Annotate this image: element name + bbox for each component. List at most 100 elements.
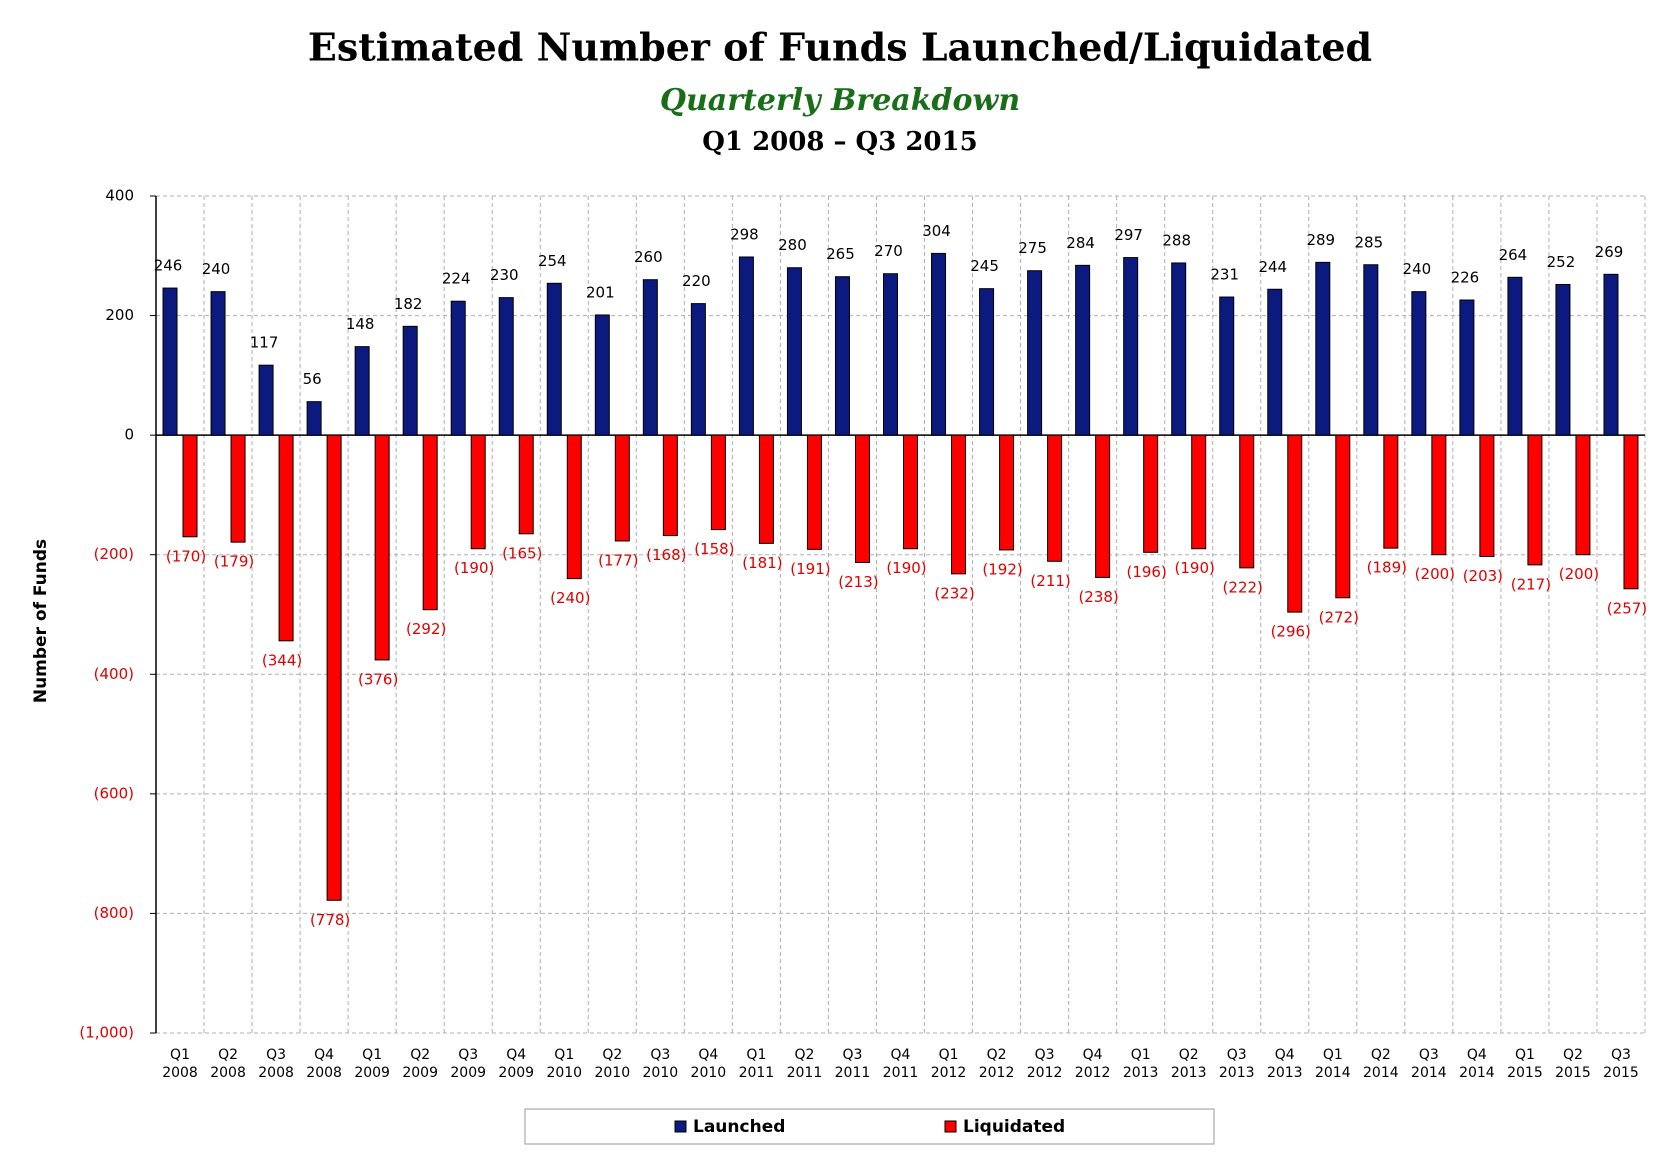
bar xyxy=(642,279,658,436)
x-tick-label: Q2 2011 xyxy=(787,1047,823,1081)
data-label: (189) xyxy=(1367,559,1407,577)
date-range: Q1 2008 – Q3 2015 xyxy=(702,127,977,157)
data-label: 240 xyxy=(1403,260,1432,278)
bar xyxy=(1335,434,1351,599)
data-label: 244 xyxy=(1258,258,1287,276)
y-tick-label: (1,000) xyxy=(79,1024,134,1042)
bar xyxy=(450,300,466,436)
bar xyxy=(834,276,850,436)
x-tick-label: Q3 2008 xyxy=(258,1047,294,1081)
data-label: (296) xyxy=(1271,623,1311,641)
bar xyxy=(710,434,726,531)
legend-swatch xyxy=(674,1120,687,1133)
bar xyxy=(258,364,274,436)
legend-box xyxy=(524,1108,1215,1145)
y-tick-label: (200) xyxy=(94,545,134,563)
data-label: (292) xyxy=(406,620,446,638)
data-label: (192) xyxy=(982,560,1022,578)
bar xyxy=(1287,434,1303,613)
data-label: 148 xyxy=(346,315,375,333)
data-label: 260 xyxy=(634,248,663,266)
x-tick-label: Q3 2012 xyxy=(1027,1047,1063,1081)
data-label: (272) xyxy=(1319,608,1359,626)
x-tick-label: Q3 2015 xyxy=(1603,1047,1639,1081)
bar xyxy=(278,434,294,642)
bar xyxy=(1123,257,1139,436)
data-label: 224 xyxy=(442,270,471,288)
bar xyxy=(738,256,754,436)
bar xyxy=(162,287,178,436)
data-label: (211) xyxy=(1030,572,1070,590)
legend-label: Launched xyxy=(693,1117,785,1137)
y-tick-label: 0 xyxy=(124,426,134,444)
data-label: 240 xyxy=(202,260,231,278)
x-tick-label: Q3 2013 xyxy=(1219,1047,1255,1081)
x-tick-label: Q3 2010 xyxy=(643,1047,679,1081)
x-tick-label: Q2 2010 xyxy=(594,1047,630,1081)
data-label: 254 xyxy=(538,252,567,270)
bar xyxy=(806,434,822,550)
data-label: (190) xyxy=(1175,559,1215,577)
bar xyxy=(662,434,678,537)
bar xyxy=(594,314,610,436)
bar xyxy=(518,434,534,535)
x-tick-label: Q4 2008 xyxy=(306,1047,342,1081)
data-label: (168) xyxy=(646,546,686,564)
x-tick-label: Q2 2013 xyxy=(1171,1047,1207,1081)
bar xyxy=(1507,276,1523,436)
data-label: 270 xyxy=(874,242,903,260)
data-label: 288 xyxy=(1162,231,1191,249)
data-label: (203) xyxy=(1463,567,1503,585)
x-tick-label: Q1 2012 xyxy=(931,1047,967,1081)
data-label: (158) xyxy=(694,540,734,558)
bar xyxy=(979,288,995,436)
data-label: (190) xyxy=(886,559,926,577)
bar xyxy=(1075,264,1091,436)
bar xyxy=(614,434,630,542)
data-label: 246 xyxy=(154,257,183,275)
bar xyxy=(903,434,918,550)
bar xyxy=(786,267,802,436)
bar xyxy=(1027,270,1043,436)
bar xyxy=(422,434,438,611)
data-label: 230 xyxy=(490,266,519,284)
data-label: 280 xyxy=(778,236,807,254)
x-tick-label: Q2 2012 xyxy=(979,1047,1015,1081)
bar xyxy=(1603,273,1619,436)
bar xyxy=(951,434,967,575)
data-label: (181) xyxy=(742,554,782,572)
data-label: 264 xyxy=(1499,246,1528,264)
chart-title: Estimated Number of Funds Launched/Liqui… xyxy=(308,25,1372,70)
y-tick-label: 200 xyxy=(105,306,134,324)
data-label: 56 xyxy=(303,370,322,388)
legend-label: Liquidated xyxy=(963,1117,1065,1137)
x-tick-label: Q2 2015 xyxy=(1555,1047,1591,1081)
bar xyxy=(1383,434,1399,549)
x-tick-label: Q1 2014 xyxy=(1315,1047,1351,1081)
data-label: 269 xyxy=(1595,243,1624,261)
y-tick-label: (800) xyxy=(94,904,134,922)
data-label: (179) xyxy=(214,553,254,571)
bar xyxy=(1479,434,1495,558)
data-label: (177) xyxy=(598,551,638,569)
bar xyxy=(1143,434,1159,553)
data-label: (238) xyxy=(1078,588,1118,606)
x-tick-label: Q4 2009 xyxy=(498,1047,534,1081)
data-label: 289 xyxy=(1306,231,1335,249)
y-tick-label: (400) xyxy=(94,665,134,683)
bar xyxy=(470,434,486,550)
data-label: (232) xyxy=(934,584,974,602)
data-label: 201 xyxy=(586,283,615,301)
bar xyxy=(758,434,774,544)
bar xyxy=(690,303,706,436)
x-tick-label: Q1 2010 xyxy=(546,1047,582,1081)
bar xyxy=(1527,434,1543,566)
bar xyxy=(1191,434,1207,550)
x-tick-label: Q1 2011 xyxy=(739,1047,775,1081)
data-label: 117 xyxy=(250,334,279,352)
chart-subtitle: Quarterly Breakdown xyxy=(660,83,1020,118)
x-tick-label: Q1 2008 xyxy=(162,1047,198,1081)
bar xyxy=(931,252,947,436)
data-label: (778) xyxy=(310,911,350,929)
bar xyxy=(883,273,898,436)
